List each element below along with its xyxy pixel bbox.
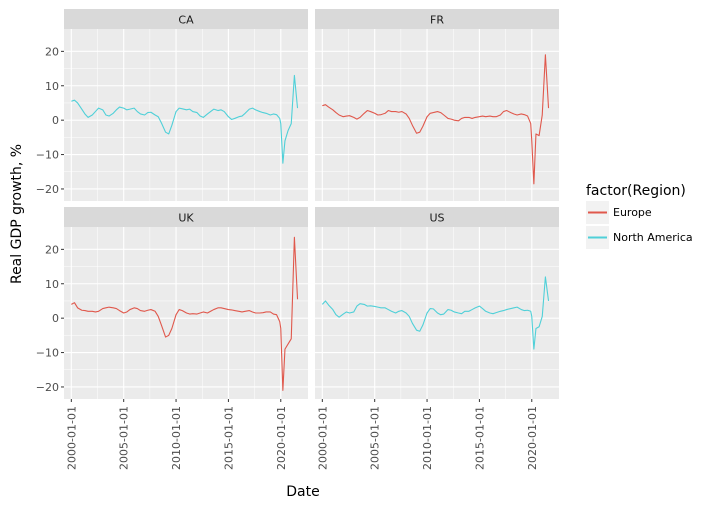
x-tick-label: 2010-01-01 [421, 406, 434, 470]
x-tick-label: 2005-01-01 [369, 406, 382, 470]
facet-panel-fr: FR [315, 9, 559, 201]
x-tick-label: 2015-01-01 [473, 406, 486, 470]
legend-title: factor(Region) [586, 183, 686, 199]
facet-strip [64, 207, 308, 227]
x-tick-label: 2005-01-01 [118, 406, 131, 470]
series-line-ca [71, 74, 299, 164]
facet-strip-label: UK [178, 212, 194, 225]
facet-panel-uk: UK [64, 207, 308, 399]
facet-strip [315, 9, 559, 29]
series-line-fr [322, 54, 550, 185]
facet-strip-label: FR [430, 14, 444, 27]
facet-strip [64, 9, 308, 29]
facet-strip-label: CA [178, 14, 194, 27]
series-line-us [321, 276, 550, 350]
x-axis-title: Date [286, 484, 319, 500]
x-tick-label: 2010-01-01 [170, 406, 183, 470]
legend-label: North America [613, 231, 693, 244]
panel-background [64, 29, 308, 201]
y-tick-label: 20 [45, 243, 59, 256]
panel-background [315, 29, 559, 201]
y-tick-label: −10 [36, 347, 59, 360]
y-axis-title: Real GDP growth, % [9, 144, 25, 284]
y-tick-label: 0 [52, 312, 59, 325]
x-tick-label: 2015-01-01 [222, 406, 235, 470]
y-tick-label: −10 [36, 149, 59, 162]
y-tick-label: 10 [45, 278, 59, 291]
x-tick-label: 2000-01-01 [65, 406, 78, 470]
facet-strip [315, 207, 559, 227]
legend: factor(Region) Europe North America [586, 183, 693, 249]
series-line-uk [71, 236, 299, 391]
y-tick-label: −20 [36, 381, 59, 394]
facet-panel-ca: CA [64, 9, 308, 201]
facet-strip-label: US [429, 212, 444, 225]
y-tick-label: 10 [45, 80, 59, 93]
y-tick-label: −20 [36, 183, 59, 196]
y-tick-label: 20 [45, 45, 59, 58]
facet-panels: CA FR UK US [64, 9, 559, 399]
x-tick-label: 2020-01-01 [526, 406, 539, 470]
x-tick-label: 2020-01-01 [275, 406, 288, 470]
axes: 20 10 0 −10 −20 20 10 0 −10 −20 2000-01-01 2005-01-… [36, 45, 539, 470]
y-tick-label: 0 [52, 114, 59, 127]
facet-panel-us: US [315, 207, 559, 399]
legend-entries: Europe North America [586, 201, 693, 249]
legend-label: Europe [613, 206, 652, 219]
x-tick-label: 2000-01-01 [316, 406, 329, 470]
